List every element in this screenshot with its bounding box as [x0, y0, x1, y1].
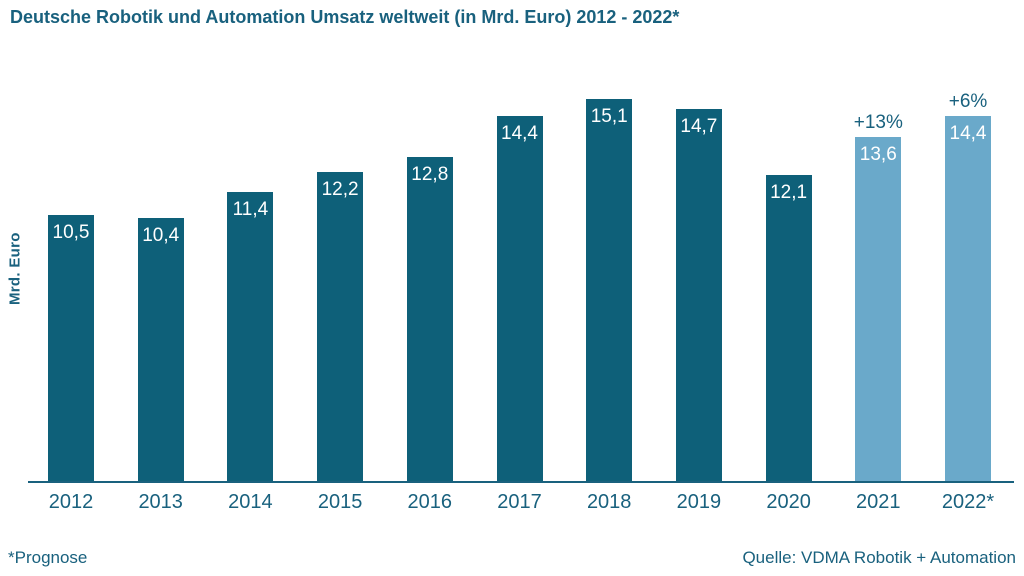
bar-2022*: 14,4 +6% — [945, 91, 991, 481]
x-tick-2016: 2016 — [407, 491, 453, 513]
footnote: *Prognose — [8, 548, 88, 567]
bar-value-label-2015: 12,2 — [321, 179, 359, 200]
bar-2012: 10,5 — [48, 215, 94, 481]
bar-value-label-2013: 10,4 — [142, 224, 180, 246]
bar-value-label-2018: 15,1 — [590, 105, 628, 127]
x-tick-2012: 2012 — [48, 491, 94, 513]
bar-value-label-2016: 12,8 — [411, 163, 449, 185]
growth-annotation-2022*: +6% — [948, 91, 988, 113]
bar-value-label-2021: 13,6 — [859, 143, 897, 165]
bar-value-label-2022*: 14,4 — [949, 123, 987, 145]
bar-2016: 12,8 — [406, 156, 453, 481]
bar-value-label-2014: 11,4 — [232, 199, 269, 221]
plot-area: 10,5 10,4 11,4 12,2 12,8 14,4 15,1 14,7 12,1 13,6… — [28, 60, 1014, 483]
bar-value-label-2012: 10,5 — [52, 222, 90, 243]
bar-2014: 11,4 — [227, 192, 274, 481]
x-tick-2013: 2013 — [138, 491, 183, 513]
x-tick-2022*: 2022* — [941, 491, 995, 513]
bar-2017: 14,4 — [496, 116, 543, 481]
bar-2015: 12,2 — [317, 172, 364, 481]
chart-title: Deutsche Robotik und Automation Umsatz w… — [10, 7, 680, 27]
bar-2019: 14,7 — [675, 108, 722, 481]
bar-value-label-2020: 12,1 — [770, 181, 808, 203]
bar-value-label-2017: 14,4 — [501, 123, 538, 145]
y-axis-label: Mrd. Euro — [6, 232, 24, 306]
bar-2021: 13,6 +13% — [854, 112, 903, 481]
x-tick-2018: 2018 — [586, 491, 632, 513]
x-tick-2014: 2014 — [228, 491, 273, 513]
x-tick-2017: 2017 — [497, 491, 542, 513]
bar-2013: 10,4 — [137, 217, 184, 481]
source-credit: Quelle: VDMA Robotik + Automation — [742, 548, 1016, 567]
x-tick-2021: 2021 — [856, 491, 901, 513]
x-tick-2020: 2020 — [766, 491, 811, 513]
x-tick-2019: 2019 — [676, 491, 722, 513]
bar-2018: 15,1 — [586, 98, 633, 481]
x-tick-2015: 2015 — [317, 491, 363, 513]
bar-value-label-2019: 14,7 — [680, 115, 718, 137]
growth-annotation-2021: +13% — [853, 111, 903, 133]
bar-2020: 12,1 — [765, 174, 812, 481]
